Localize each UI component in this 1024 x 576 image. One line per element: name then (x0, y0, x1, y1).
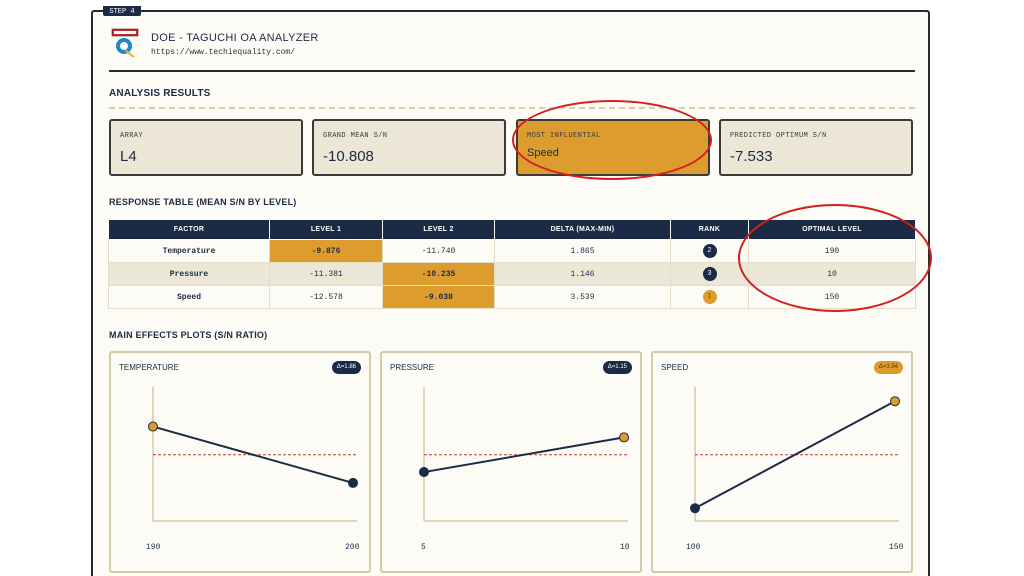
delta-cell: 1.146 (494, 262, 671, 286)
grand-mean-card: GRAND MEAN S/N -10.808 (312, 119, 506, 176)
level-1-point (419, 467, 429, 478)
predicted-optimum-value: -7.533 (730, 148, 773, 165)
array-value: L4 (120, 148, 137, 165)
rank-cell: 2 (670, 239, 749, 263)
effects-chart (690, 387, 900, 522)
delta-badge: Δ=1.15 (602, 361, 632, 374)
response-table-title: RESPONSE TABLE (MEAN S/N BY LEVEL) (109, 197, 297, 207)
effect-line (423, 436, 625, 474)
predicted-optimum-card: PREDICTED OPTIMUM S/N -7.533 (719, 119, 913, 176)
grand-mean-label: GRAND MEAN S/N (323, 132, 388, 140)
logo-icon (111, 28, 139, 57)
table-row: Temperature -9.876 -11.740 1.865 2 190 (108, 239, 916, 263)
plot-title: PRESSURE (390, 363, 435, 372)
temperature-plot: TEMPERATURE Δ=1.86 190 200 (109, 351, 371, 573)
level-1-cell: -11.381 (269, 262, 383, 286)
step-tab: STEP 4 (103, 6, 141, 16)
effects-chart (419, 387, 629, 522)
optimal-level-cell: 10 (748, 262, 916, 286)
delta-cell: 1.865 (494, 239, 671, 263)
level-1-point (690, 503, 700, 514)
plot-title: TEMPERATURE (119, 363, 179, 372)
level-2-cell: -9.038 (382, 285, 495, 309)
analyzer-panel: STEP 4 DOE - TAGUCHI OA ANALYZER https:/… (91, 6, 930, 576)
header-level-1: LEVEL 1 (269, 219, 383, 240)
header-level-2: LEVEL 2 (382, 219, 495, 240)
optimal-level-cell: 190 (748, 239, 916, 263)
delta-badge: Δ=3.54 (873, 361, 903, 374)
most-influential-card: MOST INFLUENTIAL Speed (516, 119, 710, 176)
delta-cell: 3.539 (494, 285, 671, 309)
predicted-optimum-label: PREDICTED OPTIMUM S/N (730, 132, 827, 140)
app-header: DOE - TAGUCHI OA ANALYZER https://www.te… (109, 28, 915, 72)
factor-cell: Pressure (108, 262, 270, 286)
main-effects-title: MAIN EFFECTS PLOTS (S/N RATIO) (109, 330, 268, 340)
level-2-point (348, 477, 358, 488)
table-row: Speed -12.578 -9.038 3.539 1 150 (108, 285, 916, 309)
effect-line (694, 400, 896, 510)
effects-chart (148, 387, 358, 522)
table-row: Pressure -11.381 -10.235 1.146 3 10 (108, 262, 916, 286)
delta-badge: Δ=1.86 (331, 361, 361, 374)
most-influential-value: Speed (527, 147, 559, 159)
section-divider (109, 107, 915, 109)
pressure-plot: PRESSURE Δ=1.15 5 10 (380, 351, 642, 573)
app-title: DOE - TAGUCHI OA ANALYZER (151, 32, 319, 44)
tick-label-level-2: 10 (620, 543, 630, 552)
most-influential-label: MOST INFLUENTIAL (527, 132, 601, 140)
rank-badge: 1 (702, 290, 717, 304)
level-1-cell: -9.876 (269, 239, 383, 263)
rank-badge: 3 (702, 267, 717, 281)
header-optimal-level: OPTIMAL LEVEL (748, 219, 916, 240)
level-2-cell: -10.235 (382, 262, 495, 286)
rank-badge: 2 (702, 244, 717, 258)
tick-label-level-1: 190 (146, 543, 161, 552)
header-rank: RANK (670, 219, 749, 240)
tick-label-level-2: 200 (345, 543, 360, 552)
speed-plot: SPEED Δ=3.54 100 150 (651, 351, 913, 573)
tick-label-level-2: 150 (889, 543, 904, 552)
optimal-level-cell: 150 (748, 285, 916, 309)
plot-title: SPEED (661, 363, 689, 372)
app-url[interactable]: https://www.techiequality.com/ (151, 48, 296, 57)
factor-cell: Temperature (108, 239, 270, 263)
tick-label-level-1: 5 (421, 543, 426, 552)
rank-cell: 3 (670, 262, 749, 286)
level-2-cell: -11.740 (382, 239, 495, 263)
level-1-point (148, 421, 158, 432)
table-header-row: FACTOR LEVEL 1 LEVEL 2 DELTA (MAX-MIN) R… (108, 219, 916, 240)
analysis-results-title: ANALYSIS RESULTS (109, 88, 211, 99)
rank-cell: 1 (670, 285, 749, 309)
array-card: ARRAY L4 (109, 119, 303, 176)
factor-cell: Speed (108, 285, 270, 309)
tick-label-level-1: 100 (686, 543, 701, 552)
header-delta: DELTA (MAX-MIN) (494, 219, 671, 240)
header-factor: FACTOR (108, 219, 270, 240)
response-table: FACTOR LEVEL 1 LEVEL 2 DELTA (MAX-MIN) R… (108, 219, 916, 309)
level-2-point (890, 396, 900, 407)
array-label: ARRAY (120, 132, 144, 140)
grand-mean-value: -10.808 (323, 148, 374, 165)
level-1-cell: -12.578 (269, 285, 383, 309)
level-2-point (619, 432, 629, 443)
effect-line (152, 425, 354, 484)
